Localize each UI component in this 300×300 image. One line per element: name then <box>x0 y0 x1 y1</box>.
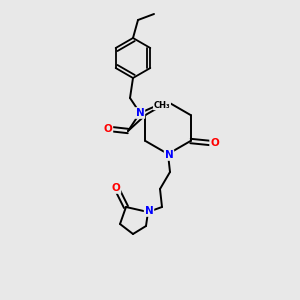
Text: N: N <box>165 150 173 160</box>
Text: O: O <box>210 138 219 148</box>
Text: CH₃: CH₃ <box>154 100 170 109</box>
Text: O: O <box>112 183 120 193</box>
Text: O: O <box>103 124 112 134</box>
Text: N: N <box>136 108 144 118</box>
Text: N: N <box>145 206 153 216</box>
